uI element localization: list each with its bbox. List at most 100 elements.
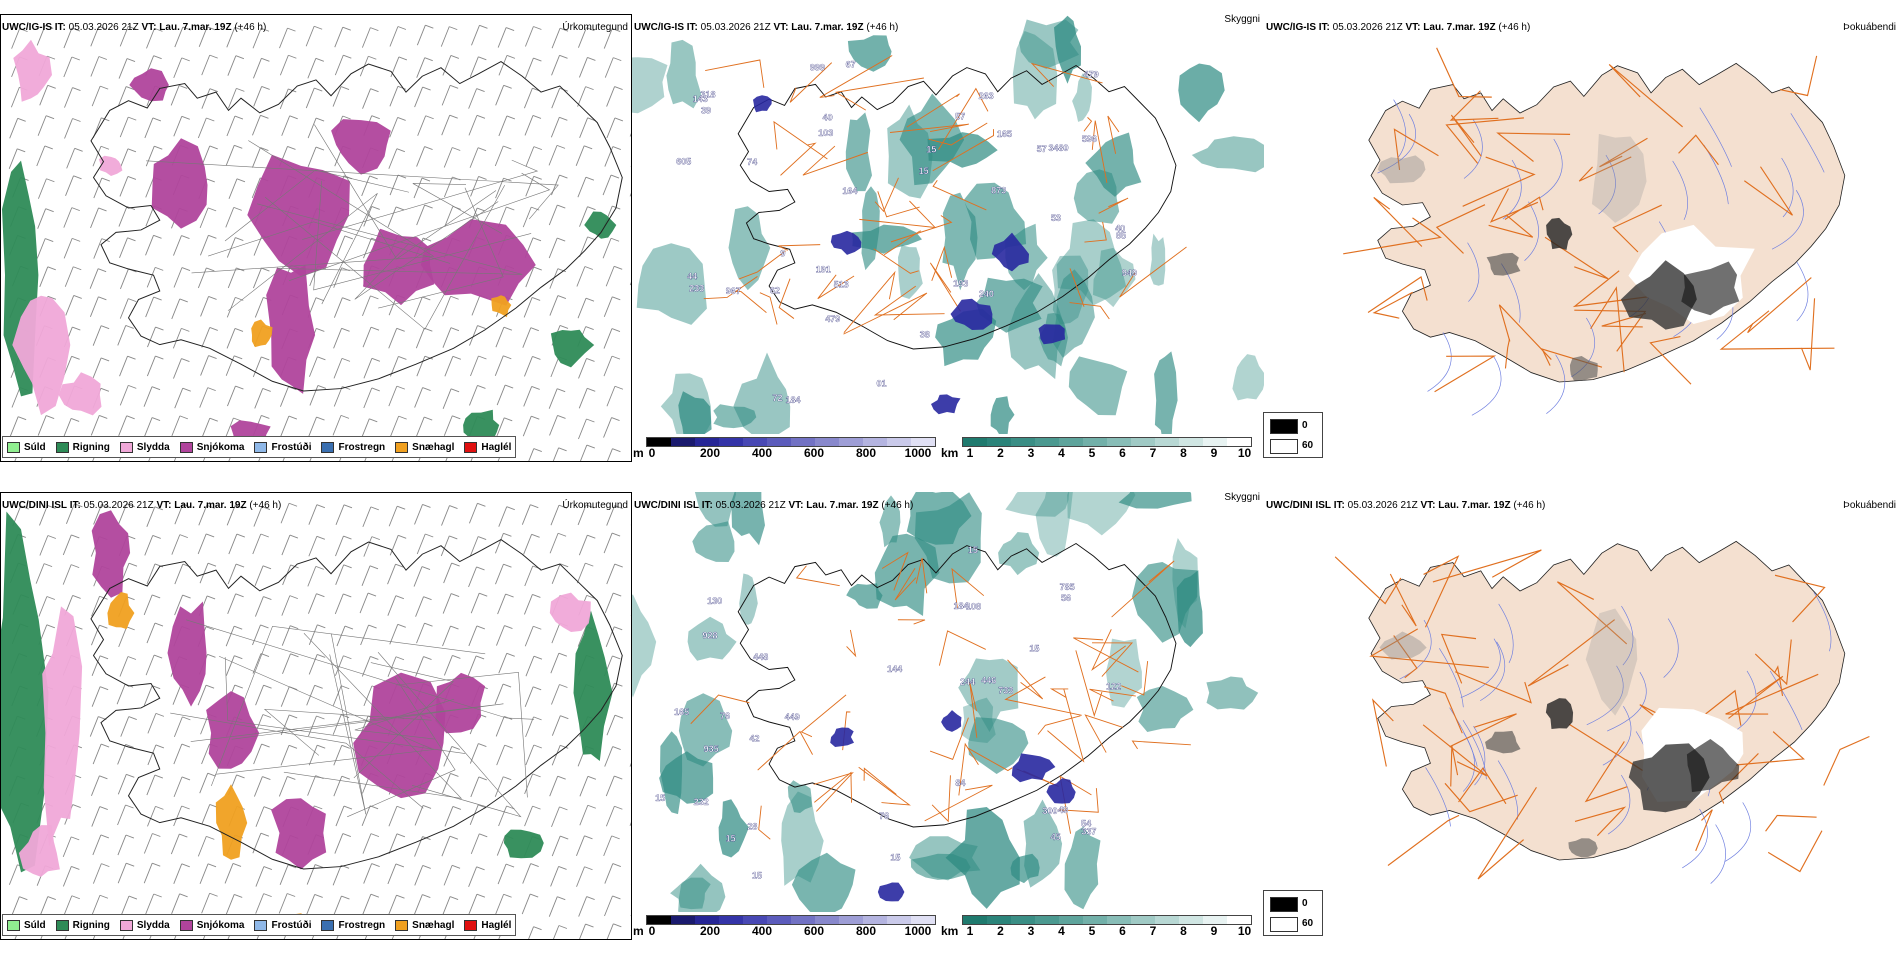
fog-legend-swatch: [1270, 917, 1298, 932]
legend-item-1: Rigning: [56, 442, 110, 453]
visibility-area: [846, 112, 872, 191]
road: [932, 775, 950, 821]
visibility-area: [898, 245, 923, 299]
precip-area: [42, 606, 82, 846]
colorbar-tick: 1: [967, 446, 974, 460]
cloud-base-label: 240: [979, 289, 994, 299]
lead-time: (+46 h): [249, 500, 281, 511]
forecast-row-dini: UWC/DINI ISL IT: 05.03.2026 21Z VT: Lau.…: [0, 478, 1900, 953]
fog-index-map[interactable]: [1264, 498, 1900, 928]
vt-value: Lau. 7.mar. 19Z: [174, 500, 246, 511]
land-area: [1369, 63, 1845, 382]
fog-index-title: Þokuábendi: [1843, 500, 1896, 511]
cloud-base-label: 165: [674, 707, 689, 717]
fog-legend: 0 60: [1263, 412, 1323, 458]
precip-area: [1, 512, 49, 873]
cloud-base-label: 263: [979, 91, 994, 101]
legend-swatch: [7, 442, 20, 453]
colorbar-fill: [646, 915, 936, 925]
it-value: 05.03.2026 21Z: [1348, 500, 1418, 511]
cloud-base-label: 76: [720, 711, 730, 721]
cloud-base-label: 38: [920, 329, 930, 339]
lead-time: (+46 h): [866, 22, 898, 33]
precip-type-panel: UWC/DINI ISL IT: 05.03.2026 21Z VT: Lau.…: [0, 478, 632, 953]
road: [1824, 736, 1870, 785]
visibility-area: [1065, 827, 1101, 910]
road: [820, 55, 892, 97]
fog-legend-label: 0: [1302, 420, 1308, 431]
cloud-base-label: 15: [919, 166, 929, 176]
legend-item-5: Frostregn: [321, 442, 385, 453]
cloud-base-label: 144: [887, 664, 902, 674]
colorbar-tick: 800: [856, 924, 876, 938]
cloud-base-label: 449: [785, 712, 800, 722]
colorbar-tick: 8: [1180, 446, 1187, 460]
colorbar-tick: 1: [967, 924, 974, 938]
cloud-base-label: 01: [876, 379, 886, 389]
cloud-base-label: 57: [955, 111, 965, 121]
road: [898, 620, 925, 624]
legend-swatch: [254, 920, 267, 931]
cloud-base-label: 165: [997, 129, 1012, 139]
it-label: IT:: [70, 500, 81, 511]
river: [1797, 262, 1808, 321]
legend-label: Frostúði: [271, 920, 311, 931]
visibility-area: [991, 396, 1015, 434]
legend-label: Slydda: [137, 442, 170, 453]
visibility-area: [739, 574, 758, 625]
visibility-area: [1137, 686, 1194, 732]
run-header: UWC/IG-IS IT: 05.03.2026 21Z VT: Lau. 7.…: [1266, 22, 1530, 33]
legend-label: Frostregn: [338, 442, 385, 453]
cloud-base-label: 76: [879, 811, 889, 821]
cloud-base-label: 300: [1042, 806, 1057, 816]
legend-swatch: [180, 920, 193, 931]
fog-index-panel: UWC/DINI ISL IT: 05.03.2026 21Z VT: Lau.…: [1264, 478, 1900, 953]
fog-legend-label: 0: [1302, 898, 1308, 909]
road: [1435, 356, 1495, 392]
vt-label: VT:: [142, 22, 157, 33]
precip-area: [247, 155, 350, 277]
vt-label: VT:: [157, 500, 172, 511]
colorbar-tick: 5: [1089, 924, 1096, 938]
run-header: UWC/DINI ISL IT: 05.03.2026 21Z VT: Lau.…: [2, 500, 281, 511]
colorbar-tick: 10: [1238, 446, 1251, 460]
precip-map[interactable]: [0, 492, 632, 940]
cloud-base-area: [753, 95, 772, 112]
precip-area: [271, 798, 326, 869]
vt-label: VT:: [789, 500, 804, 511]
run-header: UWC/IG-IS IT: 05.03.2026 21Z VT: Lau. 7.…: [2, 22, 266, 33]
precip-area: [152, 138, 208, 228]
river: [1428, 332, 1452, 391]
fog-index-map[interactable]: [1264, 20, 1900, 450]
cloud-base-label: 40: [823, 113, 833, 123]
vt-value: Lau. 7.mar. 19Z: [1438, 500, 1510, 511]
model-name: UWC/IG-IS: [634, 22, 684, 33]
cloud-base-label: 15: [968, 545, 978, 555]
cloud-base-label: 596: [1082, 134, 1097, 144]
cloud-base-label: 967: [726, 286, 741, 296]
legend-label: Frostúði: [271, 442, 311, 453]
cloud-base-label: 44: [687, 271, 697, 281]
it-label: IT:: [687, 22, 698, 33]
road: [1132, 741, 1190, 749]
cloud-base-area: [931, 394, 961, 414]
colorbar-tick: 0: [649, 924, 656, 938]
legend-label: Súld: [24, 442, 46, 453]
precip-area: [216, 784, 247, 860]
road: [1388, 815, 1459, 865]
legend-item-5: Frostregn: [321, 920, 385, 931]
precip-map[interactable]: [0, 14, 632, 462]
cloud-base-label: 337: [1081, 826, 1096, 836]
coastline: [91, 540, 622, 869]
legend-label: Rigning: [73, 442, 110, 453]
fog-legend-label: 60: [1302, 440, 1313, 451]
colorbar-tick: 200: [700, 924, 720, 938]
cloud-base-label: 733: [998, 686, 1013, 696]
colorbar-unit: m: [633, 924, 644, 938]
